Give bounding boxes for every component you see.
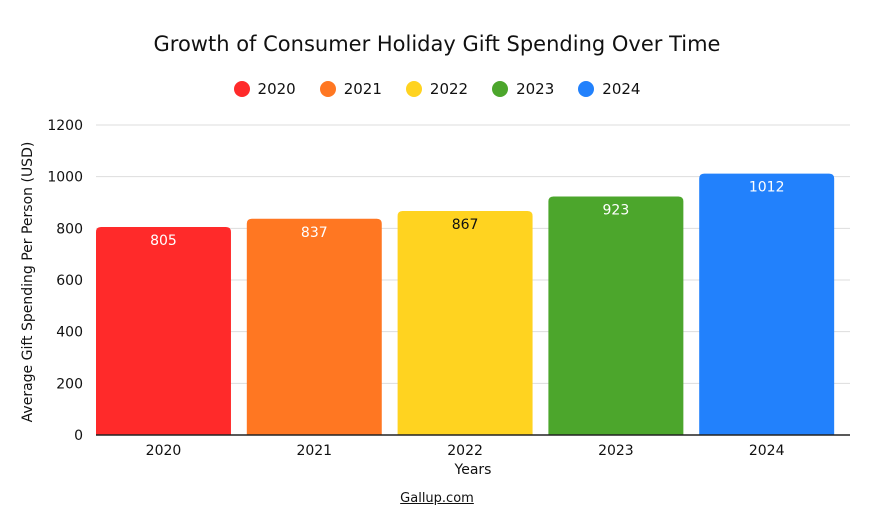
legend-item-2021[interactable]: 2021	[319, 80, 382, 98]
x-tick-label: 2021	[296, 443, 332, 459]
data-label-2024: 1012	[749, 180, 785, 196]
legend-label-2021: 2021	[343, 80, 382, 98]
x-tick-label: 2020	[146, 443, 182, 459]
y-tick-label: 800	[56, 221, 83, 237]
x-tick-label: 2023	[598, 443, 634, 459]
bar-2024	[699, 173, 835, 436]
legend-item-2022[interactable]: 2022	[405, 80, 469, 98]
legend-swatch-2020	[233, 81, 250, 97]
chart-legend: 2020 2021 2022 2023 2024	[0, 80, 874, 98]
legend-swatch-2021	[319, 81, 336, 97]
data-label-2023: 923	[603, 203, 630, 219]
legend-item-2023[interactable]: 2023	[492, 80, 554, 98]
data-label-2021: 837	[301, 225, 328, 241]
legend-swatch-2022	[405, 81, 422, 97]
y-tick-label: 1000	[47, 170, 83, 186]
y-tick-label: 1200	[47, 118, 83, 134]
legend-label-2020: 2020	[257, 80, 296, 98]
x-tick-label: 2022	[447, 443, 483, 459]
source-link[interactable]: Gallup.com	[400, 491, 474, 506]
legend-label-2022: 2022	[429, 80, 469, 98]
y-tick-label: 0	[74, 428, 83, 444]
bar-2020	[96, 227, 231, 435]
legend-swatch-2023	[492, 81, 509, 97]
x-axis-label: Years	[454, 462, 492, 478]
legend-label-2024: 2024	[602, 80, 641, 98]
legend-swatch-2024	[578, 81, 595, 97]
legend-label-2023: 2023	[516, 80, 555, 98]
bar-2022	[397, 211, 533, 435]
y-axis-label: Average Gift Spending Per Person (USD)	[20, 141, 36, 423]
x-tick-label: 2024	[749, 443, 785, 459]
legend-item-2024[interactable]: 2024	[578, 80, 640, 98]
data-label-2020: 805	[150, 233, 177, 249]
bar-2021	[246, 218, 382, 435]
data-label-2022: 867	[452, 217, 479, 233]
bar-2023	[548, 196, 684, 435]
y-tick-label: 600	[56, 273, 83, 289]
y-tick-label: 400	[56, 325, 83, 341]
y-tick-label: 200	[56, 376, 83, 392]
chart-title: Growth of Consumer Holiday Gift Spending…	[153, 32, 721, 56]
legend-item-2020[interactable]: 2020	[233, 80, 296, 98]
